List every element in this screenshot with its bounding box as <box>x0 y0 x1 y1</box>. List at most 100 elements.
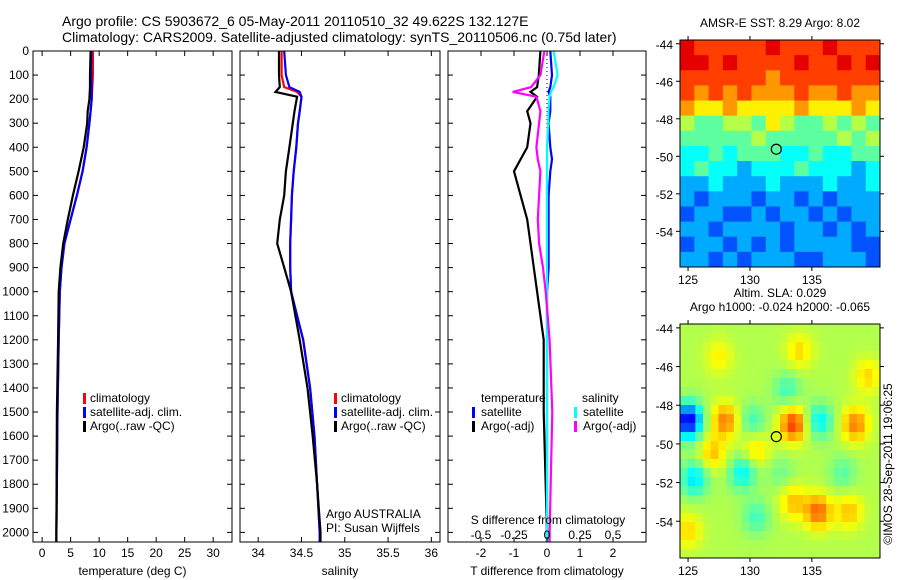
map-cell <box>703 540 712 550</box>
map-cell <box>864 495 873 505</box>
map-cell <box>841 333 850 343</box>
map-sla-map <box>676 320 884 562</box>
map-cell <box>733 360 743 370</box>
map-cell <box>864 324 873 334</box>
map-cell <box>818 459 827 469</box>
map-cell <box>810 378 819 388</box>
map-cell <box>810 486 819 496</box>
map-cell <box>818 549 827 559</box>
map-cell <box>810 423 819 433</box>
series-satellite-adj-clim- <box>283 50 321 542</box>
map-cell <box>733 549 743 559</box>
map-cell <box>687 414 696 424</box>
map-title-line2: Argo h1000: -0.024 h2000: -0.065 <box>690 300 870 314</box>
x-axis-label: salinity <box>322 564 359 578</box>
map-cell <box>741 342 750 352</box>
map-cell <box>772 324 781 334</box>
map-cell <box>710 414 719 424</box>
map-cell <box>808 115 824 132</box>
map-cell <box>818 450 827 460</box>
map-cell <box>780 459 789 469</box>
map-cell <box>694 236 710 253</box>
map-cell <box>851 176 867 192</box>
map-cell <box>749 513 758 523</box>
legend-swatch <box>83 421 86 432</box>
map-cell <box>772 423 781 433</box>
map-cell <box>795 387 804 397</box>
map-cell <box>703 378 712 388</box>
map-cell <box>764 342 773 352</box>
map-cell <box>772 414 781 424</box>
map-cell <box>749 459 758 469</box>
map-cell <box>756 531 766 541</box>
map-cell <box>749 432 758 442</box>
map-cell <box>864 387 873 397</box>
map-cell <box>849 504 858 514</box>
map-cell <box>803 333 812 343</box>
legend-swatch <box>574 407 577 418</box>
map-cell <box>851 251 867 268</box>
map-cell <box>765 176 781 192</box>
map-cell <box>822 251 838 268</box>
map-cell <box>764 414 773 424</box>
map-cell <box>780 176 795 192</box>
map-cell <box>803 351 812 361</box>
map-cell <box>833 432 843 442</box>
map-cell <box>772 549 781 559</box>
map-cell <box>772 432 781 442</box>
map-cell <box>841 540 850 550</box>
map-cell <box>765 161 781 177</box>
map-cell <box>703 387 712 397</box>
map-cell <box>710 549 719 559</box>
map-cell <box>851 115 867 132</box>
map-cell <box>865 100 881 117</box>
map-cell <box>749 360 758 370</box>
map-cell <box>764 333 773 343</box>
map-cell <box>803 513 812 523</box>
map-cell <box>787 324 796 334</box>
map-cell <box>687 360 696 370</box>
legend-swatch <box>334 407 337 418</box>
map-cell <box>718 477 727 487</box>
map-cell <box>695 504 704 514</box>
map-cell <box>780 432 789 442</box>
map-cell <box>849 549 858 559</box>
map-cell <box>787 423 796 433</box>
map-cell <box>849 405 858 415</box>
x-tick-label: 35 <box>338 546 352 560</box>
map-cell <box>780 115 795 132</box>
map-cell <box>695 342 704 352</box>
map-cell <box>865 206 881 223</box>
map-cell <box>733 459 743 469</box>
map-cell <box>703 360 712 370</box>
map-cell <box>856 459 866 469</box>
map-cell <box>733 333 743 343</box>
map-cell <box>741 477 750 487</box>
map-cell <box>680 405 689 415</box>
map-cell <box>703 432 712 442</box>
map-cell <box>718 342 727 352</box>
map-cell <box>837 70 852 86</box>
map-cell <box>787 468 796 478</box>
map-cell <box>741 459 750 469</box>
map-cell <box>810 441 819 451</box>
map-cell <box>687 333 696 343</box>
x-tick-label: 36 <box>425 546 439 560</box>
map-cell <box>708 85 724 102</box>
map-cell <box>780 369 789 379</box>
map-cell <box>872 405 881 415</box>
map-cell <box>780 477 789 487</box>
map-cell <box>851 70 867 86</box>
map-cell <box>841 522 850 532</box>
map-cell <box>680 468 689 478</box>
map-cell <box>833 423 843 433</box>
map-cell <box>856 504 866 514</box>
map-title-line1: AMSR-E SST: 8.29 Argo: 8.02 <box>700 16 860 30</box>
map-cell <box>794 161 810 177</box>
map-cell <box>794 145 810 162</box>
map-cell <box>733 486 743 496</box>
map-cell <box>710 513 719 523</box>
legend-label: satellite-adj. clim. <box>341 405 433 419</box>
series-argo-raw-qc- <box>273 51 322 542</box>
map-cell <box>803 432 812 442</box>
